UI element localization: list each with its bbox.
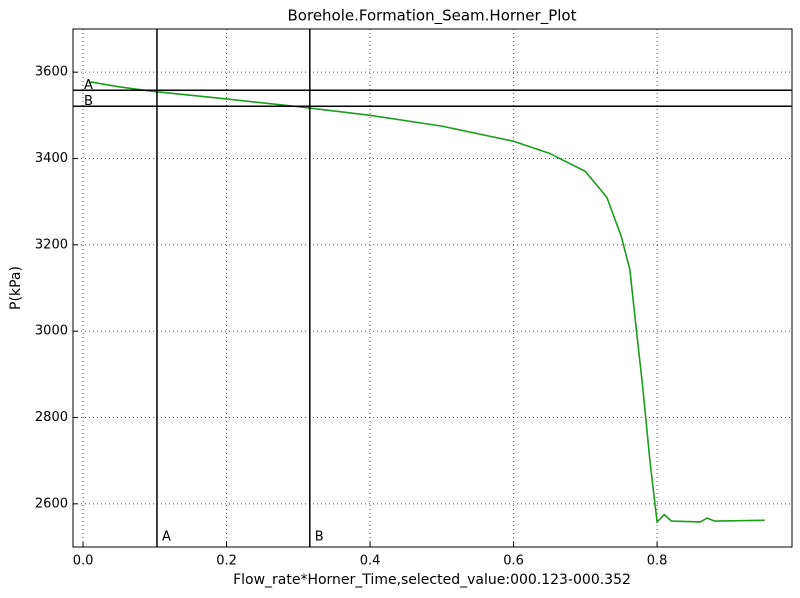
marker-label: B [315, 530, 324, 545]
x-tick-label: 0.0 [73, 554, 94, 569]
y-tick-label: 2600 [35, 496, 68, 511]
y-tick-label: 3600 [35, 65, 68, 80]
marker-label: B [84, 94, 93, 109]
marker-label: A [84, 78, 93, 93]
x-tick-label: 0.6 [503, 554, 524, 569]
x-tick-label: 0.2 [216, 554, 237, 569]
data-line [88, 81, 765, 524]
y-axis-label: P(kPa) [8, 266, 24, 310]
x-axis-label: Flow_rate*Horner_Time,selected_value:000… [233, 572, 631, 588]
y-tick-label: 3000 [35, 324, 68, 339]
marker-label: A [162, 530, 171, 545]
y-tick-label: 3200 [35, 237, 68, 252]
y-tick-label: 2800 [35, 410, 68, 425]
chart-title: Borehole.Formation_Seam.Horner_Plot [288, 7, 577, 26]
x-tick-label: 0.8 [647, 554, 668, 569]
x-tick-label: 0.4 [360, 554, 381, 569]
plot-frame [72, 28, 793, 548]
y-tick-label: 3400 [35, 151, 68, 166]
